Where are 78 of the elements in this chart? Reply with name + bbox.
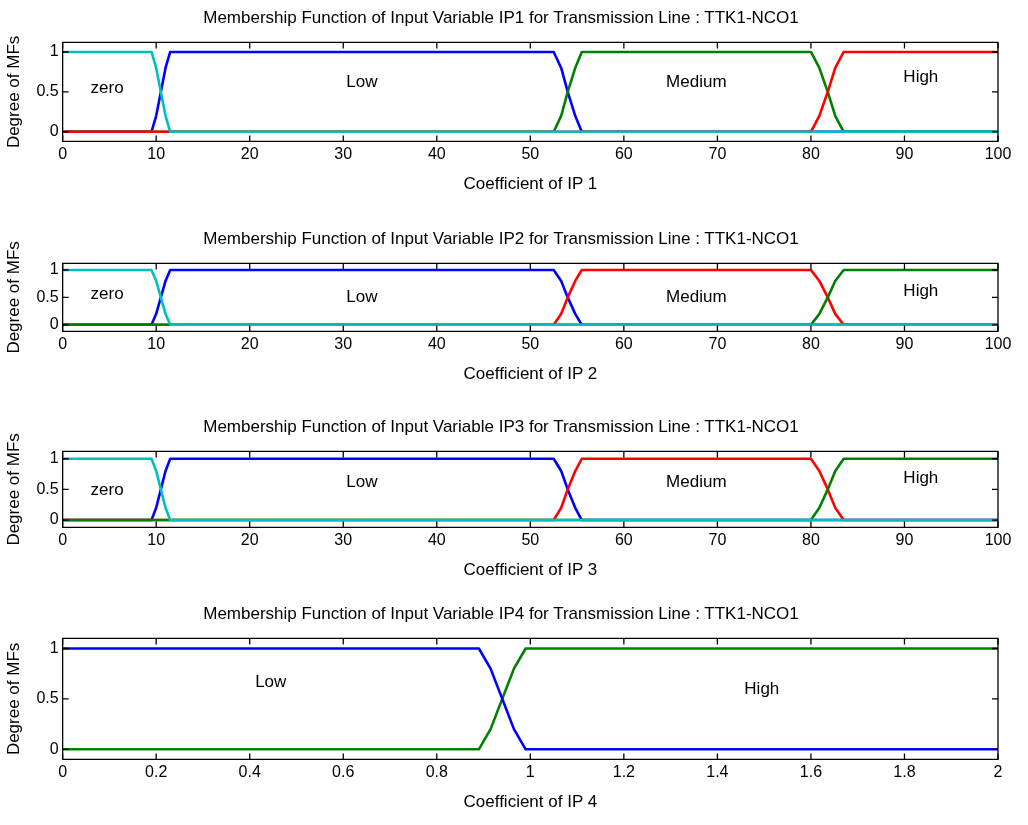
y-tick-label: 0 xyxy=(49,510,59,528)
chart-title: Membership Function of Input Variable IP2 for Transmission Line : TTK1-NCO1 xyxy=(203,228,799,248)
x-tick-label: 0.2 xyxy=(145,763,168,781)
x-tick-label: 1.8 xyxy=(893,763,916,781)
y-tick-label: 0 xyxy=(49,315,59,333)
y-tick-label: 1 xyxy=(49,260,59,278)
x-tick-label: 10 xyxy=(147,531,166,549)
series-label: Low xyxy=(346,287,379,307)
y-axis-title: Degree of MFs xyxy=(3,35,23,149)
x-tick-label: 1.2 xyxy=(612,763,636,781)
x-tick-label: 50 xyxy=(521,335,540,353)
series-label: High xyxy=(744,678,780,698)
x-tick-label: 30 xyxy=(334,531,353,549)
x-tick-label: 40 xyxy=(427,335,446,353)
y-tick-label: 0.5 xyxy=(36,689,59,707)
series-label: Low xyxy=(255,672,288,692)
series-label: Low xyxy=(346,72,379,92)
x-axis-title: Coefficient of IP 1 xyxy=(463,174,598,194)
series-label: High xyxy=(903,467,939,487)
x-tick-label: 20 xyxy=(240,531,259,549)
y-axis-title: Degree of MFs xyxy=(3,642,23,756)
y-tick-label: 0.5 xyxy=(36,82,59,100)
x-tick-label: 70 xyxy=(708,531,727,549)
x-tick-label: 100 xyxy=(984,335,1012,353)
x-tick-label: 50 xyxy=(521,145,540,163)
x-axis-title: Coefficient of IP 2 xyxy=(463,364,598,384)
series-label: Medium xyxy=(666,72,727,92)
x-tick-label: 40 xyxy=(427,145,446,163)
x-tick-label: 60 xyxy=(614,335,633,353)
x-tick-label: 0.6 xyxy=(332,763,355,781)
x-axis-title: Coefficient of IP 4 xyxy=(463,792,598,812)
y-tick-label: 0.5 xyxy=(36,287,59,305)
x-tick-label: 80 xyxy=(802,335,820,353)
series-label: Medium xyxy=(666,287,727,307)
chart-title: Membership Function of Input Variable IP4 for Transmission Line : TTK1-NCO1 xyxy=(203,603,799,623)
y-axis-title: Degree of MFs xyxy=(3,241,23,354)
chart-title: Membership Function of Input Variable IP3 for Transmission Line : TTK1-NCO1 xyxy=(203,416,799,436)
series-label: High xyxy=(903,280,939,300)
x-axis-title: Coefficient of IP 3 xyxy=(463,560,598,580)
x-tick-label: 100 xyxy=(984,531,1012,549)
x-tick-label: 20 xyxy=(240,145,259,163)
y-tick-label: 0 xyxy=(49,122,59,140)
x-tick-label: 0.4 xyxy=(238,763,261,781)
x-tick-label: 20 xyxy=(240,335,259,353)
y-axis-title: Degree of MFs xyxy=(3,433,23,546)
x-tick-label: 40 xyxy=(427,531,446,549)
x-tick-label: 90 xyxy=(895,531,914,549)
series-label: Low xyxy=(346,472,379,492)
x-tick-label: 70 xyxy=(708,145,727,163)
x-tick-label: 60 xyxy=(614,145,633,163)
series-label: zero xyxy=(90,480,124,500)
x-tick-label: 2 xyxy=(993,763,1003,781)
series-label: Medium xyxy=(666,472,727,492)
x-tick-label: 0.8 xyxy=(425,763,448,781)
y-tick-label: 0 xyxy=(49,739,59,757)
x-tick-label: 100 xyxy=(984,145,1012,163)
x-tick-label: 10 xyxy=(147,145,166,163)
x-tick-label: 60 xyxy=(614,531,633,549)
x-tick-label: 80 xyxy=(802,531,820,549)
x-tick-label: 1.4 xyxy=(706,763,729,781)
x-tick-label: 30 xyxy=(334,145,353,163)
x-tick-label: 1.6 xyxy=(799,763,823,781)
series-label: High xyxy=(903,67,939,87)
chart-title: Membership Function of Input Variable IP1 for Transmission Line : TTK1-NCO1 xyxy=(203,7,799,27)
series-label: zero xyxy=(90,77,124,97)
x-tick-label: 50 xyxy=(521,531,540,549)
x-tick-label: 90 xyxy=(895,145,914,163)
x-tick-label: 90 xyxy=(895,335,914,353)
x-tick-label: 70 xyxy=(708,335,727,353)
x-tick-label: 80 xyxy=(802,145,820,163)
x-tick-label: 1 xyxy=(525,763,535,781)
y-tick-label: 1 xyxy=(49,449,59,467)
series-label: zero xyxy=(90,284,124,304)
x-tick-label: 10 xyxy=(147,335,166,353)
y-tick-label: 0.5 xyxy=(36,479,59,497)
y-tick-label: 1 xyxy=(49,638,59,656)
y-tick-label: 1 xyxy=(49,42,59,60)
x-tick-label: 30 xyxy=(334,335,353,353)
